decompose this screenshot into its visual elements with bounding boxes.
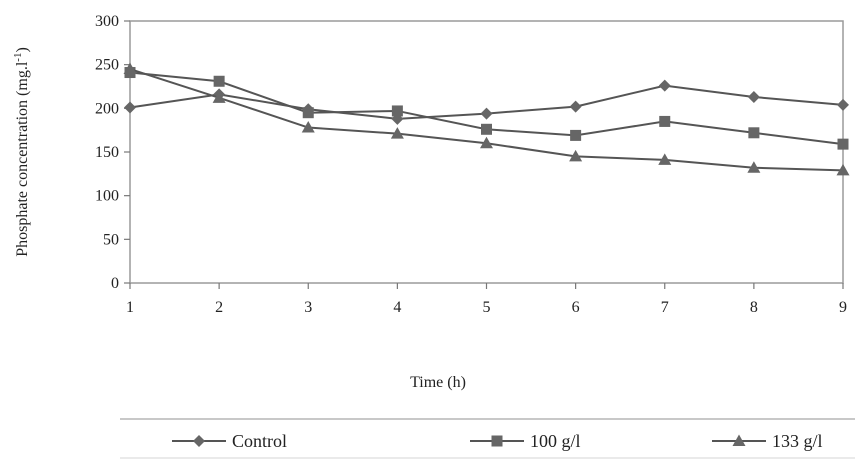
- series-layer: [123, 62, 850, 176]
- data-point: [836, 163, 850, 176]
- x-axis: 1 2 3 4 5 6 7 8 9: [126, 283, 847, 316]
- data-point: [480, 107, 493, 120]
- legend-label: 133 g/l: [772, 431, 823, 451]
- x-tick-label: 6: [572, 299, 580, 316]
- x-tick-label: 7: [661, 299, 669, 316]
- data-point: [391, 105, 403, 117]
- legend: Control 100 g/l 133 g/l: [172, 431, 823, 451]
- data-point: [123, 62, 137, 75]
- x-axis-title: Time (h): [410, 374, 466, 391]
- data-point: [837, 98, 849, 111]
- y-tick-label: 100: [95, 188, 119, 205]
- data-point: [658, 79, 671, 92]
- legend-entry: 100 g/l: [470, 431, 581, 451]
- data-point: [747, 90, 760, 103]
- data-point: [659, 115, 671, 127]
- data-point: [212, 91, 226, 103]
- data-point: [124, 101, 136, 114]
- data-point: [837, 138, 849, 150]
- data-point: [658, 153, 672, 165]
- data-point: [570, 129, 582, 141]
- x-tick-label: 8: [750, 299, 758, 316]
- data-point: [301, 121, 315, 133]
- y-axis-title: Phosphate concentration (mg.l-1): [12, 47, 31, 257]
- data-point: [569, 149, 583, 162]
- x-tick-label: 2: [215, 299, 223, 316]
- data-point: [390, 127, 404, 139]
- legend-marker: [491, 435, 503, 447]
- y-tick-label: 200: [95, 100, 119, 117]
- series-triangle: [123, 62, 850, 176]
- legend-marker: [732, 434, 746, 446]
- plot-area-border: [129, 20, 844, 284]
- x-tick-label: 4: [393, 299, 401, 316]
- x-tick-label: 1: [126, 299, 134, 316]
- data-point: [569, 100, 582, 113]
- legend-marker: [193, 435, 205, 447]
- y-tick-label: 50: [103, 231, 119, 248]
- plot-area: [129, 20, 844, 284]
- y-tick-label: 300: [95, 13, 119, 30]
- legend-entry: Control: [172, 431, 287, 451]
- y-axis: 0 50 100 150 200 250 300: [95, 13, 130, 292]
- y-axis-title-main: Phosphate concentration (mg.l: [14, 61, 31, 257]
- y-axis-title-superscript: -1: [12, 53, 24, 62]
- y-axis-title-close: ): [14, 47, 31, 52]
- data-point: [748, 127, 760, 139]
- y-tick-label: 150: [95, 144, 119, 161]
- legend-label: 100 g/l: [530, 431, 581, 451]
- data-point: [747, 161, 761, 173]
- legend-entry: 133 g/l: [712, 431, 823, 451]
- data-point: [481, 123, 492, 135]
- data-point: [480, 136, 493, 149]
- data-point: [302, 107, 314, 119]
- data-point: [213, 75, 225, 87]
- x-tick-label: 5: [483, 299, 491, 316]
- y-tick-label: 0: [111, 275, 119, 292]
- legend-label: Control: [232, 431, 287, 451]
- x-tick-label: 3: [304, 299, 312, 316]
- y-tick-label: 250: [95, 57, 119, 74]
- x-tick-label: 9: [839, 299, 847, 316]
